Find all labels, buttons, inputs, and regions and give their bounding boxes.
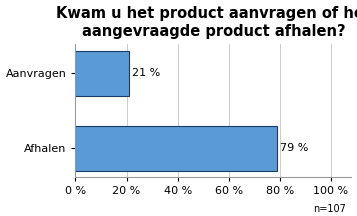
Bar [75, 126, 277, 171]
Text: n=107: n=107 [313, 204, 346, 214]
Bar [75, 51, 129, 96]
Title: Kwam u het product aanvragen of het
aangevraagde product afhalen?: Kwam u het product aanvragen of het aang… [56, 6, 357, 39]
Text: 21 %: 21 % [132, 68, 160, 78]
Text: 79 %: 79 % [280, 143, 308, 154]
